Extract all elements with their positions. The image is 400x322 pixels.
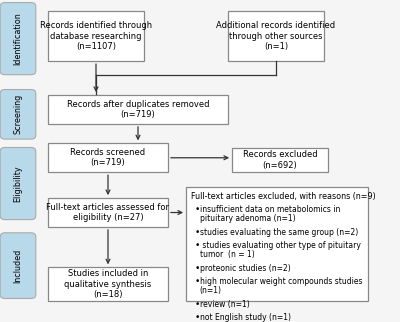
Text: insufficient data on metabolomics in: insufficient data on metabolomics in xyxy=(200,205,340,214)
Text: Identification: Identification xyxy=(14,12,22,65)
Text: review (n=1): review (n=1) xyxy=(200,300,249,309)
FancyBboxPatch shape xyxy=(48,198,168,227)
Text: studies evaluating other type of pituitary: studies evaluating other type of pituita… xyxy=(200,241,360,250)
Text: •: • xyxy=(195,205,200,214)
Text: Studies included in
qualitative synthesis
(n=18): Studies included in qualitative synthesi… xyxy=(64,269,152,299)
FancyBboxPatch shape xyxy=(0,90,36,139)
Text: Records after duplicates removed
(n=719): Records after duplicates removed (n=719) xyxy=(67,100,209,119)
Text: Additional records identified
through other sources
(n=1): Additional records identified through ot… xyxy=(216,21,336,51)
Text: •: • xyxy=(195,313,200,322)
Text: high molecular weight compounds studies: high molecular weight compounds studies xyxy=(200,277,362,286)
Text: proteonic studies (n=2): proteonic studies (n=2) xyxy=(200,264,290,273)
FancyBboxPatch shape xyxy=(232,148,328,172)
FancyBboxPatch shape xyxy=(186,187,368,301)
Text: Screening: Screening xyxy=(14,94,22,135)
Text: tumor  (n = 1): tumor (n = 1) xyxy=(200,250,254,259)
FancyBboxPatch shape xyxy=(0,3,36,75)
FancyBboxPatch shape xyxy=(48,143,168,172)
Text: Records identified through
database researching
(n=1107): Records identified through database rese… xyxy=(40,21,152,51)
Text: Full-text articles excluded, with reasons (n=9): Full-text articles excluded, with reason… xyxy=(191,192,376,201)
FancyBboxPatch shape xyxy=(0,147,36,220)
Text: (n=1): (n=1) xyxy=(200,286,222,295)
Text: pituitary adenoma (n=1): pituitary adenoma (n=1) xyxy=(200,214,295,223)
FancyBboxPatch shape xyxy=(48,95,228,124)
Text: Records excluded
(n=692): Records excluded (n=692) xyxy=(243,150,317,170)
Text: •: • xyxy=(195,264,200,273)
Text: •: • xyxy=(195,300,200,309)
Text: Included: Included xyxy=(14,249,22,283)
Text: Full-text articles assessed for
eligibility (n=27): Full-text articles assessed for eligibil… xyxy=(46,203,170,222)
Text: studies evaluating the same group (n=2): studies evaluating the same group (n=2) xyxy=(200,228,358,237)
FancyBboxPatch shape xyxy=(48,11,144,61)
Text: •: • xyxy=(195,228,200,237)
Text: Eligibility: Eligibility xyxy=(14,165,22,202)
Text: •: • xyxy=(195,241,200,250)
Text: •: • xyxy=(195,277,200,286)
FancyBboxPatch shape xyxy=(0,233,36,298)
Text: not English study (n=1): not English study (n=1) xyxy=(200,313,290,322)
Text: Records screened
(n=719): Records screened (n=719) xyxy=(70,148,146,167)
FancyBboxPatch shape xyxy=(228,11,324,61)
FancyBboxPatch shape xyxy=(48,267,168,301)
